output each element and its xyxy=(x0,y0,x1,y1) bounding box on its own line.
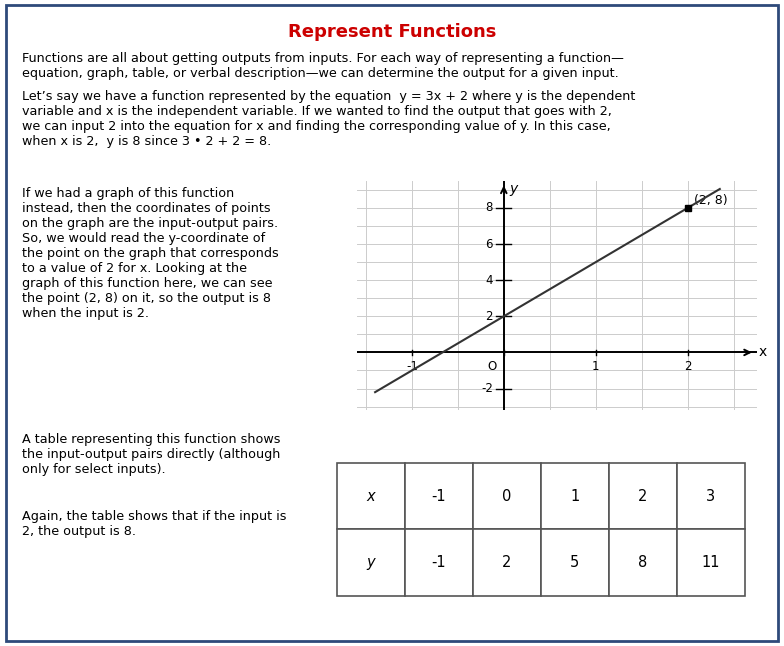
Text: 2: 2 xyxy=(684,360,691,373)
Bar xyxy=(337,530,405,596)
Text: -2: -2 xyxy=(481,382,493,395)
Text: Let’s say we have a function represented by the equation  y = 3x + 2 where y is : Let’s say we have a function represented… xyxy=(22,90,635,149)
Text: -1: -1 xyxy=(406,360,418,373)
Bar xyxy=(405,463,473,530)
Text: A table representing this function shows
the input-output pairs directly (althou: A table representing this function shows… xyxy=(22,433,281,476)
Text: x: x xyxy=(758,346,767,359)
Text: 2: 2 xyxy=(638,488,648,504)
Text: Again, the table shows that if the input is
2, the output is 8.: Again, the table shows that if the input… xyxy=(22,510,286,538)
Text: 8: 8 xyxy=(638,556,648,570)
Bar xyxy=(677,463,745,530)
Bar xyxy=(405,530,473,596)
Text: y: y xyxy=(367,556,376,570)
Text: 4: 4 xyxy=(485,274,493,287)
Bar xyxy=(473,463,541,530)
Text: x: x xyxy=(367,488,376,504)
Text: 2: 2 xyxy=(503,556,512,570)
Text: 0: 0 xyxy=(503,488,512,504)
Text: -1: -1 xyxy=(432,556,446,570)
Text: 6: 6 xyxy=(485,238,493,251)
Text: (2, 8): (2, 8) xyxy=(694,194,728,207)
Text: y: y xyxy=(510,182,517,196)
Text: 5: 5 xyxy=(570,556,579,570)
Text: 8: 8 xyxy=(485,202,493,214)
Text: 3: 3 xyxy=(706,488,715,504)
Text: 1: 1 xyxy=(570,488,579,504)
Bar xyxy=(337,463,405,530)
Bar xyxy=(541,530,609,596)
Bar xyxy=(677,530,745,596)
Text: 1: 1 xyxy=(592,360,600,373)
Text: O: O xyxy=(487,360,496,373)
Text: Represent Functions: Represent Functions xyxy=(288,23,496,41)
Text: 2: 2 xyxy=(485,310,493,323)
Text: 11: 11 xyxy=(702,556,720,570)
Text: -1: -1 xyxy=(432,488,446,504)
Bar xyxy=(473,530,541,596)
Bar xyxy=(609,463,677,530)
Text: Functions are all about getting outputs from inputs. For each way of representin: Functions are all about getting outputs … xyxy=(22,52,624,79)
Text: If we had a graph of this function
instead, then the coordinates of points
on th: If we had a graph of this function inste… xyxy=(22,187,278,320)
Bar xyxy=(541,463,609,530)
Bar xyxy=(609,530,677,596)
